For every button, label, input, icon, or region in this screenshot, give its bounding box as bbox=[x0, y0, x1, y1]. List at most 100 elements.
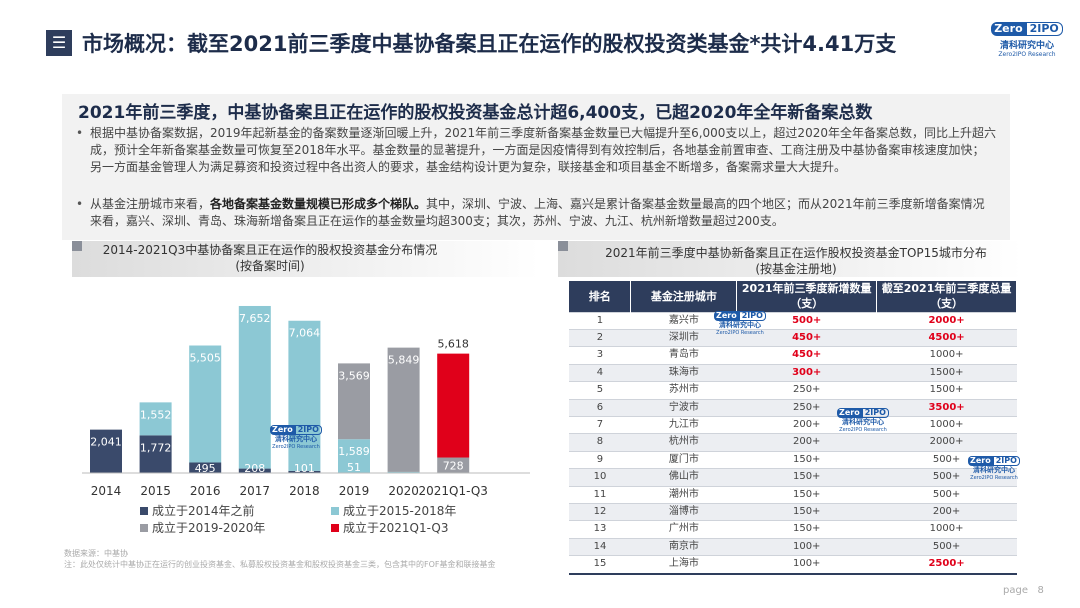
bar-segment bbox=[238, 468, 271, 473]
x-tick-label: 2017 bbox=[240, 484, 271, 498]
table-title-marker bbox=[558, 241, 568, 251]
legend-label: 成立于2015-2018年 bbox=[343, 504, 457, 518]
x-tick-label: 2015 bbox=[140, 484, 171, 498]
table-row: 13 广州市 150+ 1000+ bbox=[569, 520, 1017, 539]
top15-city-table: 排名 基金注册城市 2021年前三季度新增数量（支） 截至2021年前三季度总量… bbox=[569, 281, 1017, 575]
data-label: 5,849 bbox=[388, 354, 420, 367]
cell-new-count: 150+ bbox=[736, 502, 877, 521]
cell-total-count: 200+ bbox=[876, 502, 1017, 521]
wm-part-b: 2IPO bbox=[738, 311, 766, 321]
bar-segment bbox=[387, 471, 420, 473]
wm-part-a: Zero bbox=[837, 408, 862, 418]
cell-total-count: 2500+ bbox=[876, 555, 1017, 575]
bar-segment bbox=[288, 320, 321, 471]
cell-new-count: 200+ bbox=[736, 415, 877, 434]
data-label: 208 bbox=[244, 462, 265, 475]
cell-new-count: 250+ bbox=[736, 381, 877, 400]
legend-item-2021: 成立于2021Q1-Q3 bbox=[331, 519, 448, 536]
legend-swatch bbox=[140, 523, 148, 532]
legend-swatch bbox=[331, 506, 339, 515]
cell-new-count: 450+ bbox=[736, 328, 877, 347]
cell-city: 嘉兴市 bbox=[630, 311, 737, 330]
data-label: 1,589 bbox=[338, 445, 370, 458]
logo-part-a: Zero bbox=[991, 22, 1026, 36]
table-row: 3 青岛市 450+ 1000+ bbox=[569, 346, 1017, 365]
x-tick-label: 2014 bbox=[91, 484, 122, 498]
watermark-logo: Zero 2IPO 清科研究中心 Zero2IPO Research bbox=[712, 311, 768, 341]
page-title: 市场概况：截至2021前三季度中基协备案且正在运作的股权投资类基金*共计4.41… bbox=[82, 32, 897, 56]
summary-bullet-2: 从基金注册城市来看，各地备案基金数量规模已形成多个梯队。其中，深圳、宁波、上海、… bbox=[76, 196, 996, 230]
header-rank: 排名 bbox=[569, 281, 632, 312]
legend-swatch bbox=[140, 506, 148, 515]
legend-swatch bbox=[331, 523, 339, 532]
table-title-line-1: 2021年前三季度中基协新备案且正在运作股权投资基金TOP15城市分布 bbox=[605, 246, 987, 260]
data-label: 7,652 bbox=[239, 312, 270, 325]
bar-segment bbox=[288, 470, 321, 473]
table-title: 2021年前三季度中基协新备案且正在运作股权投资基金TOP15城市分布 (按基金… bbox=[566, 245, 1026, 277]
cell-new-count: 100+ bbox=[736, 537, 877, 556]
wm-part-a: Zero bbox=[714, 311, 739, 321]
wm-part-b: 2IPO bbox=[294, 425, 322, 435]
wm-cn: 清科研究中心 bbox=[719, 321, 761, 329]
bar-segment bbox=[338, 363, 370, 440]
table-row: 9 厦门市 150+ 500+ bbox=[569, 450, 1017, 469]
x-tick-label: 2016 bbox=[190, 484, 221, 498]
table-row: 14 南京市 100+ 500+ bbox=[569, 537, 1017, 556]
cell-rank: 4 bbox=[569, 363, 631, 382]
cell-new-count: 300+ bbox=[736, 363, 877, 382]
cell-city: 淄博市 bbox=[630, 502, 737, 521]
x-tick-label: 2020 bbox=[388, 484, 419, 498]
table-row: 11 潮州市 150+ 500+ bbox=[569, 485, 1017, 504]
cell-total-count: 1500+ bbox=[876, 381, 1017, 400]
wm-part-a: Zero bbox=[968, 456, 993, 466]
cell-city: 九江市 bbox=[630, 415, 737, 434]
bar-segment bbox=[90, 429, 122, 473]
table-row: 12 淄博市 150+ 200+ bbox=[569, 502, 1017, 521]
source-line-2: 注：此处仅统计中基协正在运行的创业投资基金、私募股权投资基金和股权投资基金三类，… bbox=[64, 560, 496, 569]
cell-total-count: 1000+ bbox=[876, 520, 1017, 539]
cell-total-count: 2000+ bbox=[876, 311, 1017, 330]
bar-segment bbox=[189, 462, 222, 473]
source-line-1: 数据来源：中基协 bbox=[64, 549, 128, 558]
header-city: 基金注册城市 bbox=[630, 281, 738, 312]
cell-city: 宁波市 bbox=[630, 398, 737, 417]
bar-segment bbox=[189, 345, 222, 463]
cell-city: 深圳市 bbox=[630, 328, 737, 347]
cell-rank: 5 bbox=[569, 381, 631, 400]
legend-item-2019-2020: 成立于2019-2020年 bbox=[140, 519, 265, 536]
menu-icon: ☰ bbox=[46, 30, 72, 56]
cell-city: 珠海市 bbox=[630, 363, 737, 382]
x-tick-label: 2019 bbox=[339, 484, 370, 498]
source-note: 数据来源：中基协 注：此处仅统计中基协正在运行的创业投资基金、私募股权投资基金和… bbox=[64, 548, 496, 570]
watermark-logo: Zero 2IPO 清科研究中心 Zero2IPO Research bbox=[835, 408, 891, 438]
summary-heading: 2021年前三季度，中基协备案且正在运作的股权投资基金总计超6,400支，已超2… bbox=[78, 103, 873, 123]
cell-new-count: 200+ bbox=[736, 433, 877, 452]
header-total: 截至2021年前三季度总量（支） bbox=[876, 281, 1017, 312]
bar-segment bbox=[238, 305, 271, 469]
data-label: 7,064 bbox=[289, 327, 321, 340]
logo-cn: 清科研究中心 bbox=[999, 41, 1054, 51]
logo-en: Zero2IPO Research bbox=[998, 51, 1056, 58]
header-new: 2021年前三季度新增数量（支） bbox=[736, 281, 878, 312]
cell-rank: 14 bbox=[569, 537, 631, 556]
cell-rank: 12 bbox=[569, 502, 631, 521]
table-title-bar bbox=[558, 241, 1022, 277]
cell-total-count: 2000+ bbox=[876, 433, 1017, 452]
bar-segment bbox=[387, 347, 420, 472]
bar-segment bbox=[139, 435, 172, 473]
wm-part-b: 2IPO bbox=[992, 456, 1020, 466]
cell-new-count: 150+ bbox=[736, 520, 877, 539]
wm-part-b: 2IPO bbox=[861, 408, 889, 418]
x-tick-label: 2018 bbox=[289, 484, 320, 498]
wm-cn: 清科研究中心 bbox=[842, 418, 884, 426]
cell-total-count: 1500+ bbox=[876, 363, 1017, 382]
page-label-text: page bbox=[1003, 585, 1028, 596]
table-row: 6 宁波市 250+ 3500+ bbox=[569, 398, 1017, 417]
table-row: 7 九江市 200+ 1000+ bbox=[569, 415, 1017, 434]
data-label: 3,569 bbox=[338, 369, 370, 382]
table-row: 15 上海市 100+ 2500+ bbox=[569, 555, 1017, 575]
title-bar: ☰ 市场概况：截至2021前三季度中基协备案且正在运作的股权投资类基金*共计4.… bbox=[46, 26, 1026, 60]
chart-title-bar bbox=[72, 241, 540, 277]
cell-city: 上海市 bbox=[630, 555, 737, 575]
summary-bullet-1: 根据中基协备案数据，2019年起新基金的备案数量逐渐回暖上升，2021年前三季度… bbox=[76, 125, 996, 176]
